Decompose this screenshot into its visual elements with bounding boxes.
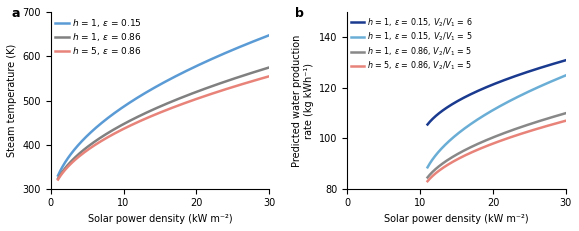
$h$ = 1, $\varepsilon$ = 0.15 <box>266 34 273 36</box>
$h$ = 1, $\varepsilon$ = 0.15 <box>55 173 62 175</box>
Line: $h$ = 5, $\varepsilon$ = 0.86, $V_2$/$V_1$ = 5: $h$ = 5, $\varepsilon$ = 0.86, $V_2$/$V_… <box>427 121 566 181</box>
$h$ = 5, $\varepsilon$ = 0.86 <box>55 177 62 180</box>
$h$ = 1, $\varepsilon$ = 0.86 <box>55 176 62 179</box>
$h$ = 1, $\varepsilon$ = 0.15 <box>184 69 190 72</box>
$h$ = 1, $\varepsilon$ = 0.15, $V_2$/$V_1$ = 5 <box>541 83 548 86</box>
$h$ = 5, $\varepsilon$ = 0.86 <box>233 85 240 87</box>
Y-axis label: Steam temperature (K): Steam temperature (K) <box>7 44 17 157</box>
$h$ = 5, $\varepsilon$ = 0.86, $V_2$/$V_1$ = 5 <box>506 136 513 139</box>
$h$ = 1, $\varepsilon$ = 0.86 <box>54 177 61 180</box>
$h$ = 1, $\varepsilon$ = 0.15, $V_2$/$V_1$ = 6 <box>509 76 516 79</box>
$h$ = 1, $\varepsilon$ = 0.15, $V_2$/$V_1$ = 6 <box>507 77 514 79</box>
$h$ = 5, $\varepsilon$ = 0.86, $V_2$/$V_1$ = 5 <box>509 135 516 138</box>
$h$ = 5, $\varepsilon$ = 0.86, $V_2$/$V_1$ = 5 <box>541 125 548 128</box>
$h$ = 1, $\varepsilon$ = 0.86, $V_2$/$V_1$ = 5 <box>424 176 431 178</box>
Line: $h$ = 1, $\varepsilon$ = 0.15, $V_2$/$V_1$ = 6: $h$ = 1, $\varepsilon$ = 0.15, $V_2$/$V_… <box>427 60 566 125</box>
$h$ = 5, $\varepsilon$ = 0.86, $V_2$/$V_1$ = 5 <box>424 180 431 182</box>
$h$ = 5, $\varepsilon$ = 0.86 <box>266 75 273 78</box>
$h$ = 1, $\varepsilon$ = 0.86 <box>233 76 240 79</box>
Legend: $h$ = 1, $\varepsilon$ = 0.15, $h$ = 1, $\varepsilon$ = 0.86, $h$ = 5, $\varepsi: $h$ = 1, $\varepsilon$ = 0.15, $h$ = 1, … <box>53 15 144 59</box>
$h$ = 1, $\varepsilon$ = 0.15, $V_2$/$V_1$ = 6 <box>541 65 548 68</box>
$h$ = 5, $\varepsilon$ = 0.86 <box>180 102 187 105</box>
$h$ = 1, $\varepsilon$ = 0.86, $V_2$/$V_1$ = 5 <box>509 129 516 131</box>
Line: $h$ = 1, $\varepsilon$ = 0.15: $h$ = 1, $\varepsilon$ = 0.15 <box>58 35 269 176</box>
$h$ = 1, $\varepsilon$ = 0.86 <box>246 72 253 75</box>
$h$ = 5, $\varepsilon$ = 0.86 <box>184 101 190 103</box>
$h$ = 1, $\varepsilon$ = 0.86, $V_2$/$V_1$ = 5 <box>506 130 513 133</box>
Y-axis label: Predicted water production
rate (kg kWh⁻¹): Predicted water production rate (kg kWh⁻… <box>292 34 314 167</box>
$h$ = 1, $\varepsilon$ = 0.15, $V_2$/$V_1$ = 5 <box>509 98 516 101</box>
$h$ = 5, $\varepsilon$ = 0.86, $V_2$/$V_1$ = 5 <box>549 123 556 126</box>
$h$ = 5, $\varepsilon$ = 0.86 <box>54 178 61 181</box>
$h$ = 1, $\varepsilon$ = 0.15, $V_2$/$V_1$ = 6 <box>506 77 513 80</box>
$h$ = 1, $\varepsilon$ = 0.86 <box>184 94 190 97</box>
Line: $h$ = 1, $\varepsilon$ = 0.86, $V_2$/$V_1$ = 5: $h$ = 1, $\varepsilon$ = 0.86, $V_2$/$V_… <box>427 113 566 177</box>
Line: $h$ = 1, $\varepsilon$ = 0.86: $h$ = 1, $\varepsilon$ = 0.86 <box>58 67 269 179</box>
$h$ = 1, $\varepsilon$ = 0.15 <box>54 174 61 177</box>
$h$ = 1, $\varepsilon$ = 0.86 <box>180 95 187 98</box>
$h$ = 1, $\varepsilon$ = 0.15, $V_2$/$V_1$ = 6 <box>562 59 569 62</box>
$h$ = 1, $\varepsilon$ = 0.15, $V_2$/$V_1$ = 5 <box>549 79 556 82</box>
$h$ = 1, $\varepsilon$ = 0.15, $V_2$/$V_1$ = 5 <box>424 165 431 168</box>
$h$ = 1, $\varepsilon$ = 0.15, $V_2$/$V_1$ = 5 <box>562 74 569 77</box>
Legend: $h$ = 1, $\varepsilon$ = 0.15, $V_2$/$V_1$ = 6, $h$ = 1, $\varepsilon$ = 0.15, $: $h$ = 1, $\varepsilon$ = 0.15, $V_2$/$V_… <box>350 15 474 74</box>
$h$ = 1, $\varepsilon$ = 0.15, $V_2$/$V_1$ = 5 <box>507 100 514 102</box>
$h$ = 1, $\varepsilon$ = 0.15 <box>233 47 240 50</box>
$h$ = 1, $\varepsilon$ = 0.86 <box>179 96 186 98</box>
$h$ = 1, $\varepsilon$ = 0.15, $V_2$/$V_1$ = 6 <box>424 122 431 125</box>
$h$ = 1, $\varepsilon$ = 0.86, $V_2$/$V_1$ = 5 <box>562 112 569 115</box>
$h$ = 1, $\varepsilon$ = 0.86, $V_2$/$V_1$ = 5 <box>549 116 556 118</box>
$h$ = 5, $\varepsilon$ = 0.86, $V_2$/$V_1$ = 5 <box>562 119 569 122</box>
$h$ = 1, $\varepsilon$ = 0.15, $V_2$/$V_1$ = 5 <box>424 166 431 169</box>
$h$ = 5, $\varepsilon$ = 0.86, $V_2$/$V_1$ = 5 <box>424 179 431 182</box>
$h$ = 1, $\varepsilon$ = 0.15 <box>246 42 253 44</box>
Line: $h$ = 5, $\varepsilon$ = 0.86: $h$ = 5, $\varepsilon$ = 0.86 <box>58 76 269 179</box>
Text: a: a <box>12 7 20 20</box>
$h$ = 1, $\varepsilon$ = 0.86 <box>266 66 273 69</box>
X-axis label: Solar power density (kW m⁻²): Solar power density (kW m⁻²) <box>384 214 529 224</box>
$h$ = 5, $\varepsilon$ = 0.86 <box>246 81 253 83</box>
$h$ = 5, $\varepsilon$ = 0.86 <box>179 102 186 105</box>
$h$ = 1, $\varepsilon$ = 0.86, $V_2$/$V_1$ = 5 <box>507 130 514 132</box>
$h$ = 1, $\varepsilon$ = 0.15, $V_2$/$V_1$ = 6 <box>549 63 556 65</box>
Text: b: b <box>295 7 304 20</box>
Line: $h$ = 1, $\varepsilon$ = 0.15, $V_2$/$V_1$ = 5: $h$ = 1, $\varepsilon$ = 0.15, $V_2$/$V_… <box>427 75 566 167</box>
X-axis label: Solar power density (kW m⁻²): Solar power density (kW m⁻²) <box>87 214 232 224</box>
$h$ = 1, $\varepsilon$ = 0.15 <box>179 71 186 74</box>
$h$ = 5, $\varepsilon$ = 0.86, $V_2$/$V_1$ = 5 <box>507 136 514 139</box>
$h$ = 1, $\varepsilon$ = 0.15 <box>180 71 187 74</box>
$h$ = 1, $\varepsilon$ = 0.15, $V_2$/$V_1$ = 6 <box>424 123 431 126</box>
$h$ = 1, $\varepsilon$ = 0.86, $V_2$/$V_1$ = 5 <box>541 118 548 121</box>
$h$ = 1, $\varepsilon$ = 0.86, $V_2$/$V_1$ = 5 <box>424 176 431 179</box>
$h$ = 1, $\varepsilon$ = 0.15, $V_2$/$V_1$ = 5 <box>506 100 513 103</box>
